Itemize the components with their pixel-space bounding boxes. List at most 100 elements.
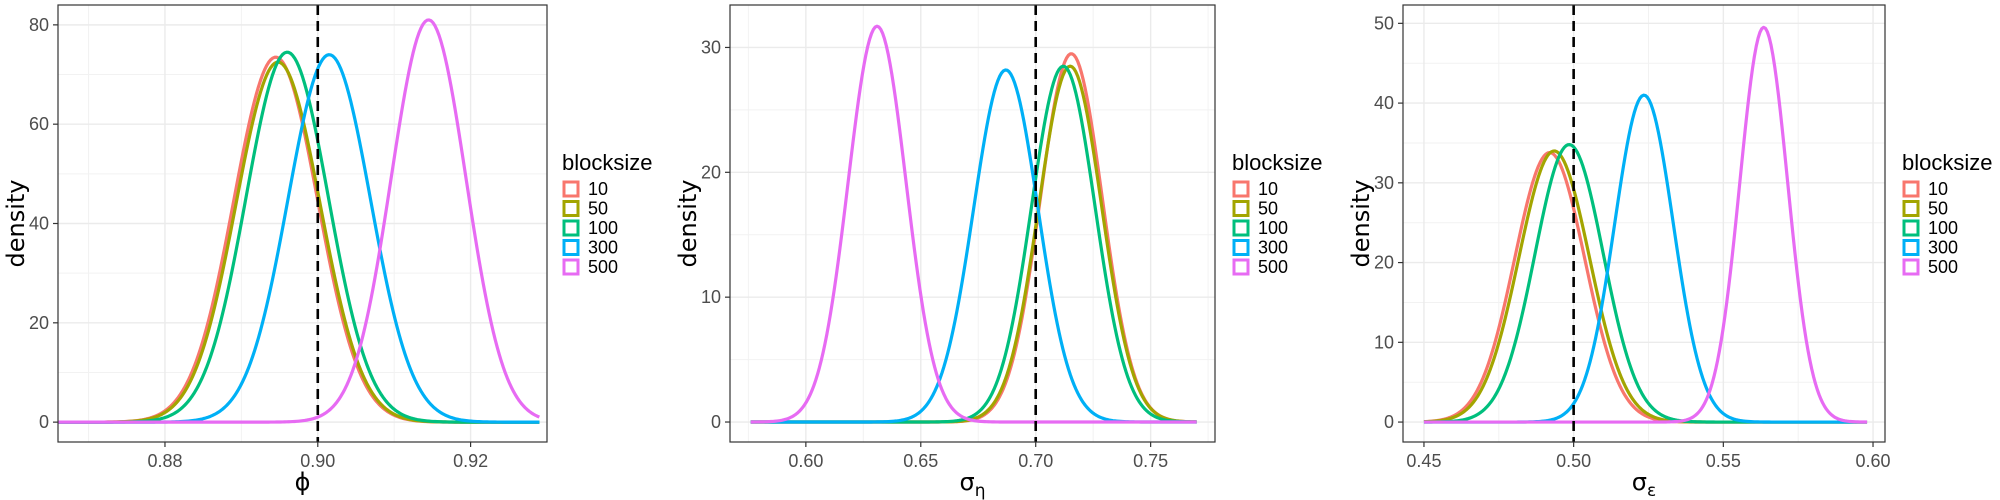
x-tick-label: 0.75 xyxy=(1133,451,1168,471)
y-tick-label: 50 xyxy=(1374,13,1394,33)
legend-item-50: 50 xyxy=(562,199,608,219)
x-axis-title: σε xyxy=(1632,468,1656,500)
legend-item-300: 300 xyxy=(1232,238,1288,258)
y-axis: 0 20 40 60 80 xyxy=(29,15,58,432)
legend-item-100: 100 xyxy=(562,218,618,238)
x-tick-label: 0.50 xyxy=(1556,451,1591,471)
legend-label: 50 xyxy=(588,199,608,219)
legend-item-10: 10 xyxy=(1232,179,1278,199)
legend-key xyxy=(562,258,580,276)
legend-key xyxy=(562,180,580,198)
x-axis: 0.60 0.65 0.70 0.75 xyxy=(788,442,1168,471)
y-tick-label: 10 xyxy=(1374,332,1394,352)
panel-1: 0.88 0.90 0.92 0 20 40 60 80 ϕ density blocksize 10… xyxy=(2,4,652,496)
legend-label: 300 xyxy=(1928,238,1958,258)
legend-label: 10 xyxy=(1928,179,1948,199)
legend-title: blocksize xyxy=(1902,150,1992,175)
legend-label: 500 xyxy=(1928,257,1958,277)
legend-key xyxy=(1902,200,1920,217)
density-line-blocksize-500 xyxy=(1423,25,1868,424)
legend-item-500: 500 xyxy=(1232,257,1288,277)
legend-label: 100 xyxy=(1258,218,1288,238)
y-tick-label: 80 xyxy=(29,15,49,35)
legend-key xyxy=(562,239,580,256)
plot-background xyxy=(1403,5,1885,442)
density-line-blocksize-500 xyxy=(58,18,540,424)
legend-key xyxy=(1902,258,1920,276)
legend-item-50: 50 xyxy=(1902,199,1948,219)
panel-2: 0.60 0.65 0.70 0.75 0 10 20 30 ση density blocksiz… xyxy=(674,4,1322,500)
x-axis: 0.88 0.90 0.92 xyxy=(147,442,488,471)
x-tick-label: 0.60 xyxy=(788,451,823,471)
y-axis: 0 10 20 30 40 50 xyxy=(1374,13,1403,432)
y-tick-label: 0 xyxy=(39,412,49,432)
panel-3: 0.45 0.50 0.55 0.60 0 10 20 30 40 50 σε density bloc… xyxy=(1347,4,1992,500)
y-axis-title: density xyxy=(2,180,30,268)
x-tick-label: 0.45 xyxy=(1406,451,1441,471)
x-tick-label: 0.55 xyxy=(1706,451,1741,471)
legend-key xyxy=(1902,180,1920,198)
legend-item-50: 50 xyxy=(1232,199,1278,219)
y-tick-label: 40 xyxy=(1374,93,1394,113)
legend-title: blocksize xyxy=(562,150,652,175)
density-curves xyxy=(750,24,1197,424)
x-axis-title: ϕ xyxy=(295,468,311,496)
legend-item-10: 10 xyxy=(1902,179,1948,199)
legend-label: 50 xyxy=(1258,199,1278,219)
legend-item-300: 300 xyxy=(562,238,618,258)
y-tick-label: 60 xyxy=(29,114,49,134)
y-axis-title: density xyxy=(1347,180,1375,268)
y-tick-label: 10 xyxy=(701,287,721,307)
x-tick-label: 0.90 xyxy=(300,451,335,471)
legend-title: blocksize xyxy=(1232,150,1322,175)
x-tick-label: 0.88 xyxy=(147,451,182,471)
density-curves xyxy=(58,18,540,424)
legend-item-500: 500 xyxy=(1902,257,1958,277)
density-curves xyxy=(1423,25,1868,424)
x-tick-label: 0.65 xyxy=(903,451,938,471)
y-tick-label: 20 xyxy=(701,162,721,182)
x-tick-label: 0.60 xyxy=(1856,451,1891,471)
legend-label: 300 xyxy=(588,238,618,258)
y-tick-label: 30 xyxy=(1374,173,1394,193)
y-tick-label: 30 xyxy=(701,37,721,57)
legend-key xyxy=(1902,239,1920,256)
legend-item-300: 300 xyxy=(1902,238,1958,258)
legend-key xyxy=(1902,219,1920,237)
legend-key xyxy=(1232,258,1250,276)
x-tick-label: 0.70 xyxy=(1018,451,1053,471)
y-tick-label: 0 xyxy=(1384,412,1394,432)
legend-label: 50 xyxy=(1928,199,1948,219)
panel-border xyxy=(729,4,1216,443)
legend-item-500: 500 xyxy=(562,257,618,277)
legend-label: 10 xyxy=(1258,179,1278,199)
y-axis: 0 10 20 30 xyxy=(701,37,730,432)
legend-item-100: 100 xyxy=(1902,218,1958,238)
y-tick-label: 40 xyxy=(29,214,49,234)
legend-label: 100 xyxy=(1928,218,1958,238)
x-axis-title: ση xyxy=(960,468,986,500)
legend-key xyxy=(1232,239,1250,256)
legend-key xyxy=(562,219,580,237)
x-tick-label: 0.92 xyxy=(453,451,488,471)
legend-item-10: 10 xyxy=(562,179,608,199)
legend-key xyxy=(1232,180,1250,198)
legend-key xyxy=(562,200,580,217)
legend-key xyxy=(1232,200,1250,217)
legend-label: 500 xyxy=(588,257,618,277)
legend-label: 500 xyxy=(1258,257,1288,277)
y-tick-label: 0 xyxy=(711,412,721,432)
density-line-blocksize-500 xyxy=(750,24,1197,424)
y-axis-title: density xyxy=(674,180,702,268)
legend-label: 10 xyxy=(588,179,608,199)
x-axis: 0.45 0.50 0.55 0.60 xyxy=(1406,442,1891,471)
y-tick-label: 20 xyxy=(29,313,49,333)
legend-item-100: 100 xyxy=(1232,218,1288,238)
legend-key xyxy=(1232,219,1250,237)
legend-label: 100 xyxy=(588,218,618,238)
